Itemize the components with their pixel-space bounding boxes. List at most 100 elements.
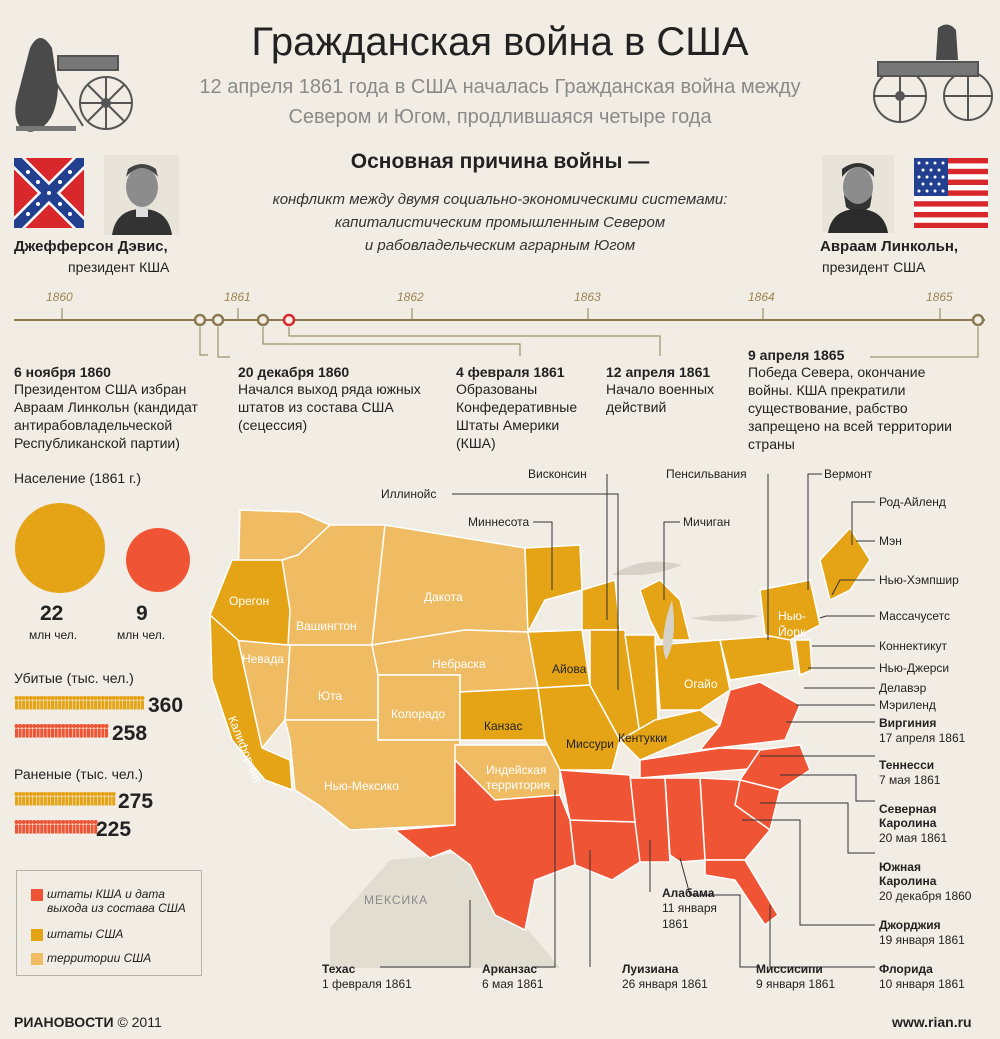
legend-csa: штаты КША и дата выхода из состава США bbox=[31, 887, 186, 915]
california bbox=[209, 613, 293, 792]
legend-label: штаты США bbox=[47, 927, 124, 941]
secession-date: 11 января bbox=[662, 901, 717, 915]
north-population-value: 22 bbox=[40, 602, 64, 625]
minnesota bbox=[524, 544, 583, 635]
legend-label: территории США bbox=[47, 951, 152, 965]
label-massachusetts: Массачусетс bbox=[879, 609, 950, 623]
jefferson-davis-portrait bbox=[104, 155, 179, 235]
alabama bbox=[664, 777, 706, 863]
gatling-gun-illustration-right bbox=[873, 24, 993, 123]
event-date: 9 апреля 1865 bbox=[748, 347, 845, 363]
killed-north-value: 360 bbox=[148, 694, 184, 717]
timeline-year: 1863 bbox=[574, 290, 601, 304]
label-oregon: Орегон bbox=[229, 594, 269, 608]
map-legend: штаты КША и дата выхода из состава США ш… bbox=[16, 870, 202, 976]
event-date: 20 декабря 1860 bbox=[238, 364, 350, 380]
label-colorado: Колорадо bbox=[391, 707, 446, 721]
secession-date: 9 января 1861 bbox=[756, 977, 836, 991]
event-text: Штаты Америки bbox=[456, 417, 560, 433]
state-name: Северная bbox=[879, 802, 937, 816]
footer-url[interactable]: www.rian.ru bbox=[892, 1014, 972, 1030]
label-pennsylvania: Пенсильвания bbox=[666, 467, 747, 481]
south-population-value: 9 bbox=[136, 602, 148, 625]
label-new-york-1: Нью- bbox=[778, 609, 806, 623]
callout-arkansas: Арканзас 6 мая 1861 bbox=[482, 962, 543, 992]
label-wisconsin: Висконсин bbox=[528, 467, 587, 481]
secession-date: 7 мая 1861 bbox=[879, 773, 941, 787]
confederate-flag bbox=[14, 158, 84, 228]
state-name: Каролина bbox=[879, 874, 937, 888]
state-name: Алабама bbox=[662, 886, 715, 900]
label-dakota: Дакота bbox=[424, 590, 463, 604]
cause-line: капиталистическим промышленным Севером bbox=[334, 214, 666, 231]
label-iowa: Айова bbox=[552, 662, 587, 676]
lincoln-name: Авраам Линкольн, bbox=[820, 238, 959, 255]
callout-north-carolina: Северная Каролина 20 мая 1861 bbox=[879, 802, 947, 846]
label-maine: Мэн bbox=[879, 534, 902, 548]
event-text: Начало военных bbox=[606, 381, 715, 397]
north-population-circle bbox=[15, 503, 105, 593]
label-mexico: МЕКСИКА bbox=[364, 893, 428, 907]
page-title: Гражданская война в США bbox=[251, 20, 749, 64]
event-text: Победа Севера, окончание bbox=[748, 364, 926, 380]
brand-name: РИАНОВОСТИ bbox=[14, 1014, 114, 1030]
callout-tennessee: Теннесси 7 мая 1861 bbox=[879, 758, 940, 788]
copyright: © 2011 bbox=[117, 1014, 162, 1030]
state-name: Теннесси bbox=[879, 758, 935, 772]
callout-mississippi: Миссисипи 9 января 1861 bbox=[756, 962, 835, 992]
timeline-event: 6 ноября 1860 Президентом США избран Авр… bbox=[14, 364, 224, 452]
mexico-land bbox=[330, 852, 560, 968]
page-subtitle: 12 апреля 1861 года в США началась Гражд… bbox=[140, 72, 860, 132]
label-nebraska: Небраска bbox=[432, 657, 486, 671]
state-name: Виргиния bbox=[879, 716, 937, 730]
timeline-year: 1864 bbox=[748, 290, 775, 304]
label-rhode-island: Род-Айленд bbox=[879, 495, 946, 509]
legend-label: штаты КША и дата bbox=[47, 887, 165, 901]
state-name: Миссисипи bbox=[756, 962, 823, 976]
label-minnesota: Миннесота bbox=[468, 515, 530, 529]
killed-heading: Убитые (тыс. чел.) bbox=[14, 670, 134, 686]
label-washington: Вашингтон bbox=[296, 619, 357, 633]
label-new-hampshire: Нью-Хэмпшир bbox=[879, 573, 959, 587]
label-new-york-2: Йорк bbox=[778, 624, 806, 639]
secession-date: 1861 bbox=[662, 917, 689, 931]
callout-louisiana: Луизиана 26 января 1861 bbox=[622, 962, 708, 992]
new-jersey bbox=[794, 639, 813, 677]
label-new-mexico: Нью-Мексико bbox=[324, 779, 399, 793]
label-maryland: Мэриленд bbox=[879, 698, 936, 712]
secession-date: 20 декабря 1860 bbox=[879, 889, 972, 903]
timeline-axis bbox=[14, 308, 985, 358]
callout-georgia: Джорджия 19 января 1861 bbox=[879, 918, 965, 948]
population-circles bbox=[15, 503, 190, 593]
subtitle-line: 12 апреля 1861 года в США началась Гражд… bbox=[199, 76, 801, 98]
state-name: Джорджия bbox=[879, 918, 941, 932]
kentucky bbox=[618, 709, 722, 761]
wounded-north-value: 275 bbox=[118, 790, 154, 813]
timeline-event: 12 апреля 1861 Начало военных действий bbox=[606, 364, 736, 416]
label-kansas: Канзас bbox=[484, 719, 522, 733]
wisconsin bbox=[581, 579, 621, 631]
callout-south-carolina: Южная Каролина 20 декабря 1860 bbox=[879, 860, 971, 904]
timeline-event: 9 апреля 1865 Победа Севера, окончание в… bbox=[748, 347, 988, 453]
secession-date: 1 февраля 1861 bbox=[322, 977, 412, 991]
legend-swatch bbox=[31, 929, 43, 941]
legend-swatch bbox=[31, 889, 43, 901]
event-date: 4 февраля 1861 bbox=[456, 364, 565, 380]
event-text: (сецессия) bbox=[238, 417, 308, 433]
new-mexico-territory bbox=[284, 719, 461, 831]
pennsylvania bbox=[719, 634, 796, 681]
ohio bbox=[654, 639, 731, 711]
population-unit: млн чел. bbox=[117, 628, 166, 642]
event-text: штатов из состава США bbox=[238, 399, 394, 415]
new-york bbox=[759, 579, 821, 641]
legend-label: выхода из состава США bbox=[47, 901, 186, 915]
utah-territory bbox=[284, 644, 379, 721]
label-missouri: Миссури bbox=[566, 737, 614, 751]
label-kentucky: Кентукки bbox=[618, 731, 667, 745]
population-unit: млн чел. bbox=[29, 628, 78, 642]
legend-swatch bbox=[31, 953, 43, 965]
subtitle-line: Севером и Югом, продлившаяся четыре года bbox=[288, 106, 712, 128]
davis-role: президент КША bbox=[68, 259, 170, 275]
cause-line: конфликт между двумя социально-экономиче… bbox=[272, 191, 728, 208]
